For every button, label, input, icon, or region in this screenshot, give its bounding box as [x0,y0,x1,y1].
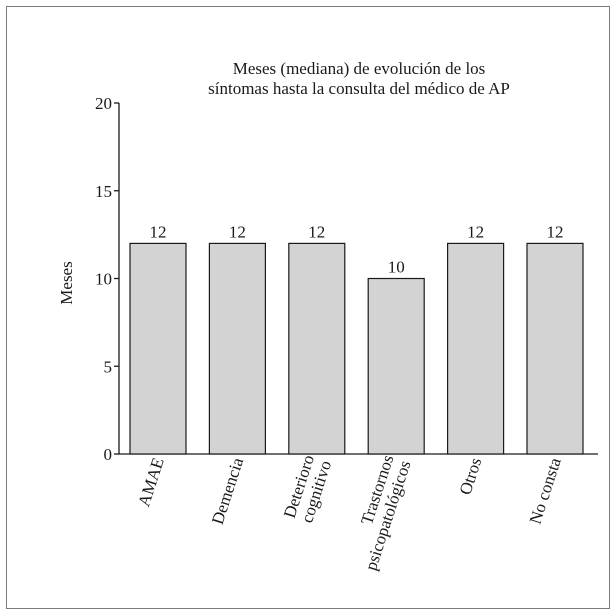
x-tick-label-6: No consta [526,455,565,526]
axes: 0 5 10 15 20 [95,94,598,464]
y-tick-label-15: 15 [95,182,112,201]
data-label-4: 10 [388,258,405,277]
x-tick-label-2: Demencia [208,455,248,527]
bar-4 [367,277,425,455]
x-tick-labels: AMAE Demencia Deteriorocognitivo Trastornos… [134,453,565,573]
chart-title: Meses (mediana) de evolución de lossínto… [208,59,510,98]
bar-1 [129,242,187,455]
data-label-6: 12 [547,222,564,241]
bar-6 [526,242,584,455]
y-tick-label-5: 5 [104,357,113,376]
y-tick-label-10: 10 [95,270,112,289]
bar-5 [447,242,505,455]
x-tick-label-4: Trastornospsicopatológicos [344,453,414,573]
x-tick-label-1: AMAE [134,455,168,508]
y-axis-label: Meses [57,261,76,304]
x-tick-label-5: Otros [456,455,486,497]
y-tick-label-0: 0 [104,445,113,464]
data-label-3: 12 [308,222,325,241]
chart-title-line-2: síntomas hasta la consulta del médico de… [208,79,510,98]
bar-2 [208,242,266,455]
y-tick-label-20: 20 [95,94,112,113]
x-tick-label-3: Deteriorocognitivo [280,453,335,526]
bars [129,242,584,455]
chart-title-line-1: Meses (mediana) de evolución de los [233,59,486,78]
bar-3 [288,242,346,455]
data-label-5: 12 [467,222,484,241]
data-labels: 12 12 12 10 12 12 [150,222,564,276]
data-label-1: 12 [150,222,167,241]
data-label-2: 12 [229,222,246,241]
